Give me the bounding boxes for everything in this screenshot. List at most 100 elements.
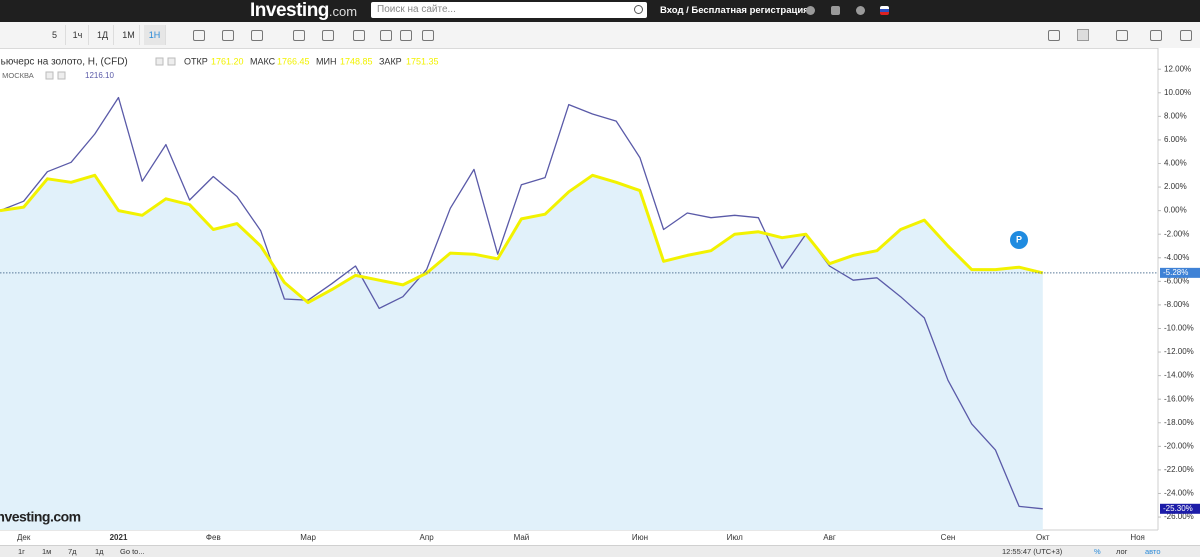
series-line [0,96,1043,510]
y-tick-label: -24.00% [1164,489,1194,498]
x-tick-label: Июл [727,533,744,542]
tool-icon[interactable] [222,30,234,41]
interval-button[interactable]: 5 [44,25,66,45]
search-box[interactable]: Поиск на сайте... [371,2,647,18]
tool-icon[interactable] [400,30,412,41]
y-tick-label: -4.00% [1164,253,1189,262]
range-button[interactable]: 1д [95,547,104,556]
y-tick-label: -8.00% [1164,300,1189,309]
x-tick-label: Июн [632,533,648,542]
range-button[interactable]: 1м [42,547,52,556]
flag-icon[interactable] [880,6,889,15]
y-tick-label: 6.00% [1164,135,1187,144]
portfolio-icon[interactable] [831,6,840,15]
tool-icon[interactable] [1048,30,1060,41]
x-tick-label: Авг [823,533,836,542]
legend-series-name: , МОСКВА [0,71,34,80]
tool-icon[interactable] [193,30,205,41]
last-value-label: -5.28% [1163,268,1188,277]
top-bar: Investing.com Поиск на сайте... Вход / Б… [0,0,1200,22]
last-value-tag [1160,267,1200,278]
y-tick-label: -18.00% [1164,418,1194,427]
interval-button[interactable]: 1ч [67,25,89,45]
tool-icon[interactable] [1150,30,1162,41]
x-tick-label: Апр [420,533,435,542]
series-line [0,173,1044,305]
color-box[interactable] [1077,29,1089,41]
legend-box [45,71,54,80]
area [0,175,1043,530]
y-tick-label: -6.00% [1164,276,1189,285]
y-tick-label: 4.00% [1164,159,1187,168]
bell-icon[interactable] [806,6,815,15]
tool-icon[interactable] [322,30,334,41]
interval-button[interactable]: 1Н [144,25,166,45]
x-tick-label: Фев [206,533,221,542]
event-marker [1010,231,1028,249]
clock-icon[interactable] [856,6,865,15]
y-tick-label: -22.00% [1164,465,1194,474]
ohlc-value: 1761.20 [211,56,244,66]
event-marker-label: P [1016,234,1022,244]
y-tick-label: -10.00% [1164,324,1194,333]
y-tick-label: -2.00% [1164,229,1189,238]
x-tick-label: Дек [17,533,31,542]
search-placeholder: Поиск на сайте... [377,4,456,15]
x-tick-label: 2021 [110,533,128,542]
y-tick-label: -12.00% [1164,347,1194,356]
logo-suffix[interactable]: .com [328,4,358,19]
x-tick-label: Ноя [1130,533,1145,542]
y-tick-label: -14.00% [1164,371,1194,380]
legend-box [155,57,164,66]
y-tick-label: -20.00% [1164,441,1194,450]
ohlc-value: 1766.45 [277,56,310,66]
tool-icon[interactable] [1116,30,1128,41]
legend-value: 1216.10 [85,71,114,80]
ohlc-label: МАКС [250,56,276,66]
tool-icon[interactable] [293,30,305,41]
x-tick-label: Май [514,533,530,542]
scale-option[interactable]: авто [1145,547,1161,556]
y-tick-label: -26.00% [1164,512,1194,521]
interval-button[interactable]: 1М [118,25,140,45]
time-label: 12:55:47 (UTC+3) [1002,547,1063,556]
search-icon[interactable] [634,5,643,14]
scale-option[interactable]: лог [1116,547,1128,556]
y-tick-label: 12.00% [1164,64,1191,73]
x-tick-label: Окт [1036,533,1050,542]
watermark: Investing.com [0,509,81,525]
tool-icon[interactable] [380,30,392,41]
last-value-tag [1160,503,1200,514]
ohlc-value: 1748.85 [340,56,373,66]
goto-button[interactable]: Go to... [120,547,145,556]
ohlc-label: МИН [316,56,336,66]
login-link[interactable]: Вход / Бесплатная регистрация [660,5,809,16]
legend-box [167,57,176,66]
range-button[interactable]: 7д [68,547,77,556]
y-tick-label: -16.00% [1164,394,1194,403]
x-tick-label: Сен [941,533,956,542]
scale-option[interactable]: % [1094,547,1101,556]
legend-box [57,71,66,80]
ohlc-label: ОТКР [184,56,208,66]
range-button[interactable]: 1г [18,547,25,556]
tool-icon[interactable] [353,30,365,41]
footer-bar: 1г 1м 7д 1д Go to... 12:55:47 (UTC+3)% лог авто [0,545,1200,557]
ohlc-label: ЗАКР [379,56,402,66]
tool-icon[interactable] [422,30,434,41]
ohlc-value: 1751.35 [406,56,439,66]
y-tick-label: 2.00% [1164,182,1187,191]
logo-text[interactable]: Investing [250,0,329,21]
last-value-label: -25.30% [1163,504,1193,513]
x-tick-label: Мар [300,533,316,542]
tool-icon[interactable] [251,30,263,41]
toolbar: 5 1ч 1Д 1М 1Н [0,22,1200,49]
logo[interactable]: Investing.com [250,0,357,22]
legend-series-name: Фьючерс на золото, Н, (CFD) [0,57,128,68]
y-tick-label: 0.00% [1164,206,1187,215]
plot-area [0,96,1044,530]
interval-button[interactable]: 1Д [92,25,114,45]
y-axis-panel [1158,48,1200,545]
tool-icon[interactable] [1180,30,1192,41]
